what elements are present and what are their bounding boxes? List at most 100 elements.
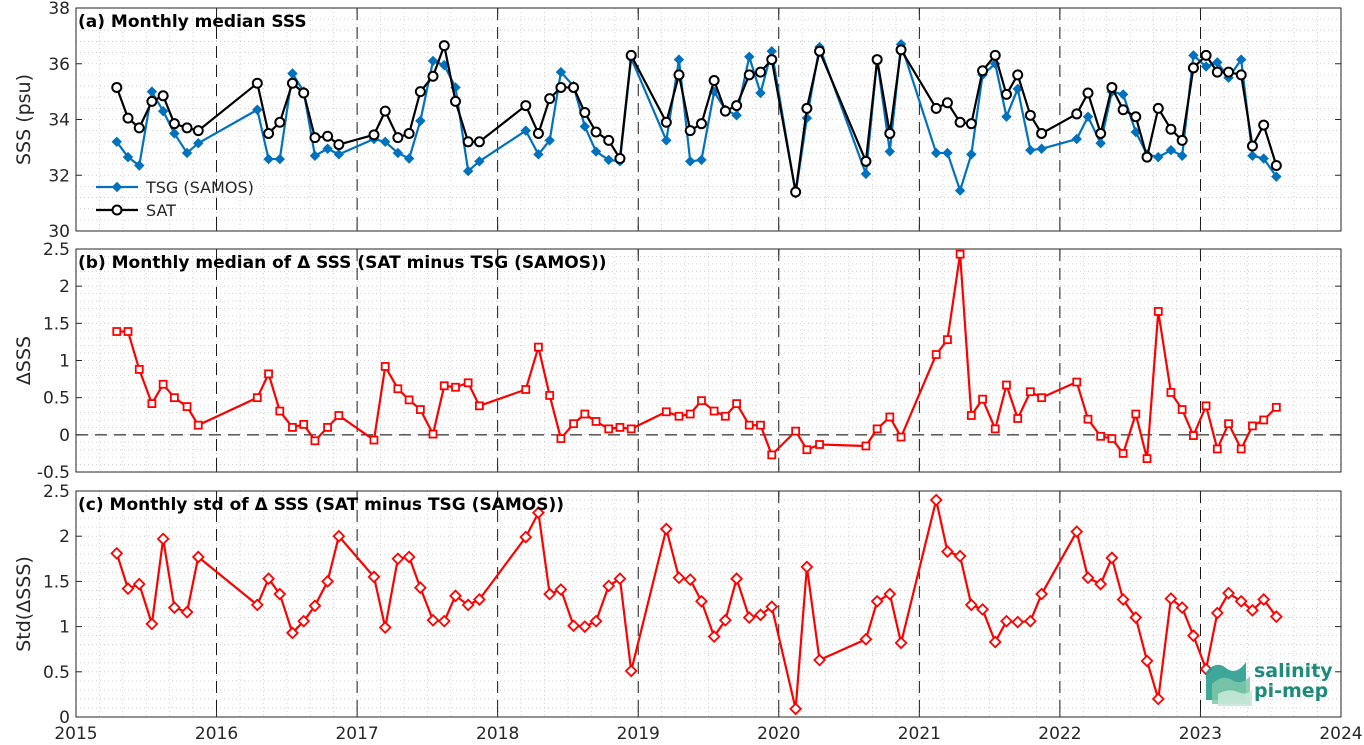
data-point (602, 579, 616, 593)
data-point (872, 424, 882, 434)
data-point (884, 146, 896, 157)
data-point (791, 426, 801, 436)
data-point (1212, 444, 1222, 454)
data-point (1164, 592, 1178, 606)
data-point (1236, 444, 1246, 454)
y-tick-label: 2.5 (43, 482, 70, 502)
data-point (929, 493, 943, 507)
data-point (462, 165, 474, 177)
data-point (1002, 380, 1011, 390)
data-point (556, 434, 566, 443)
data-point (122, 112, 134, 124)
data-point (1107, 434, 1117, 443)
data-point (1186, 629, 1200, 643)
data-point (1152, 102, 1164, 114)
data-point (134, 160, 145, 171)
data-point (591, 417, 601, 426)
data-point (1036, 143, 1047, 154)
data-point (428, 429, 438, 439)
data-point (156, 532, 170, 546)
data-point (544, 93, 556, 105)
data-point (685, 409, 695, 419)
data-point (802, 445, 812, 455)
legend: TSG (SAMOS) SAT (96, 178, 254, 220)
data-point (955, 249, 965, 259)
data-point (1095, 137, 1106, 149)
data-point (1234, 594, 1248, 608)
data-point (111, 136, 122, 148)
data-point (310, 436, 320, 446)
data-point (169, 393, 179, 403)
data-point (157, 90, 169, 102)
data-point (977, 65, 989, 77)
data-point (976, 602, 990, 616)
data-point (112, 327, 122, 336)
y-tick-label: 2 (59, 527, 70, 547)
data-point (1176, 150, 1188, 161)
y-tick-label: 0 (59, 708, 70, 728)
data-point (474, 401, 484, 411)
data-point (744, 51, 755, 62)
data-point (544, 135, 555, 146)
x-axis: 2015 2016 2017 2018 2019 2020 2021 2022 2023 2024 (54, 491, 1363, 744)
data-point (427, 70, 439, 82)
data-point (579, 121, 591, 132)
data-point (309, 132, 321, 144)
data-point (146, 95, 158, 107)
data-point (732, 399, 742, 409)
data-point (1037, 393, 1047, 403)
data-point (685, 156, 696, 167)
data-point (147, 399, 157, 409)
y-tick-label: 1.5 (43, 314, 70, 334)
data-point (121, 582, 135, 596)
data-point (930, 102, 942, 114)
data-point (252, 393, 262, 403)
data-point (403, 153, 415, 164)
data-point (1200, 61, 1212, 72)
legend-marker (111, 181, 123, 193)
data-point (309, 150, 321, 161)
data-point (251, 77, 263, 89)
data-point (953, 549, 967, 563)
data-point (132, 577, 146, 591)
data-point (894, 636, 908, 650)
data-point (1106, 81, 1118, 93)
y-tick-label: 32 (48, 166, 70, 186)
data-point (1013, 414, 1023, 423)
data-point (393, 384, 403, 394)
data-point (192, 125, 204, 137)
data-point (1011, 615, 1025, 629)
data-point (521, 385, 531, 394)
data-point (472, 593, 486, 606)
data-point (954, 116, 966, 128)
data-point (285, 626, 299, 640)
data-point (463, 378, 473, 388)
data-point (415, 115, 426, 127)
data-point (743, 69, 755, 81)
data-point (462, 136, 474, 148)
y-axis: 30 32 34 36 38 (48, 0, 1341, 242)
data-point (1094, 577, 1108, 591)
data-point (1258, 119, 1270, 131)
data-point (790, 186, 802, 198)
x-tick-label: 2021 (898, 724, 941, 744)
y-tick-label: 2 (59, 277, 70, 297)
data-point (368, 129, 380, 141)
data-point (262, 572, 276, 586)
data-point (989, 49, 1001, 61)
data-point (1117, 89, 1129, 100)
y-axis-label: Std(ΔSSS) (13, 556, 35, 652)
x-tick-label: 2016 (195, 724, 238, 744)
data-point (180, 605, 194, 619)
data-point (1223, 66, 1235, 78)
data-point (333, 149, 345, 160)
data-point (297, 614, 311, 628)
data-point (590, 146, 602, 157)
panel-title: (b) Monthly median of Δ SSS (SAT minus T… (78, 253, 607, 273)
data-point (534, 342, 543, 352)
data-point (1095, 127, 1107, 139)
data-point (1235, 69, 1247, 81)
data-point (697, 396, 706, 406)
data-point (1201, 401, 1211, 411)
data-point (755, 87, 766, 99)
